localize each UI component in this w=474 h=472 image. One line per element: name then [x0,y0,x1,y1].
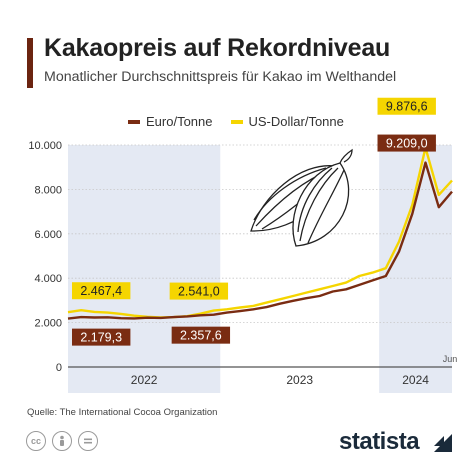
data-label: 2.357,6 [180,329,222,343]
legend-swatch-usd [230,119,243,124]
legend-item-usd: US-Dollar/Tonne [230,114,344,129]
data-label-box [377,134,436,152]
chart-legend: Euro/Tonne US-Dollar/Tonne [128,114,362,129]
data-label-box [169,282,229,300]
data-label: 2.467,4 [80,284,122,298]
data-label-box [171,326,231,344]
data-label-box [72,328,131,346]
title-accent-bar [27,38,33,88]
data-label-box [377,97,436,115]
page-title: Kakaopreis auf Rekordniveau [44,34,391,62]
legend-label-usd: US-Dollar/Tonne [248,114,344,129]
data-label: 2.179,3 [80,331,122,345]
y-tick-label: 6.000 [34,229,62,241]
data-label-box [72,282,131,300]
series-line-usd [67,146,453,319]
data-label: 9.209,0 [386,137,428,151]
x-tick-label-2023: 2023 [286,373,313,387]
x-tick-label-2022: 2022 [131,373,158,387]
equals-icon[interactable] [78,431,98,451]
brand-logo-icon [434,434,452,452]
legend-label-eur: Euro/Tonne [146,114,213,129]
x-extra-label: Jun [443,354,458,364]
y-tick-label: 2.000 [34,318,62,330]
y-tick-label: 4.000 [34,273,62,285]
x-tick-label-2024: 2024 [402,373,429,387]
cc-icon[interactable]: cc [26,431,46,451]
page-subtitle: Monatlicher Durchschnittspreis für Kakao… [44,69,397,85]
brand-logo-text[interactable]: statista [339,428,420,455]
person-icon[interactable] [52,431,72,451]
y-tick-label: 10.000 [28,140,62,152]
legend-swatch-eur [128,119,140,124]
legend-item-eur: Euro/Tonne [128,114,213,129]
source-note: Quelle: The International Cocoa Organiza… [27,407,218,418]
cocoa-pod-icon [250,148,353,247]
data-label: 9.876,6 [386,100,428,114]
y-tick-label: 0 [56,362,62,374]
y-tick-label: 8.000 [34,184,62,196]
license-icons: cc [26,431,104,451]
data-label: 2.541,0 [178,285,220,299]
series-line-eur [67,161,453,320]
year-band-2022 [68,145,221,393]
